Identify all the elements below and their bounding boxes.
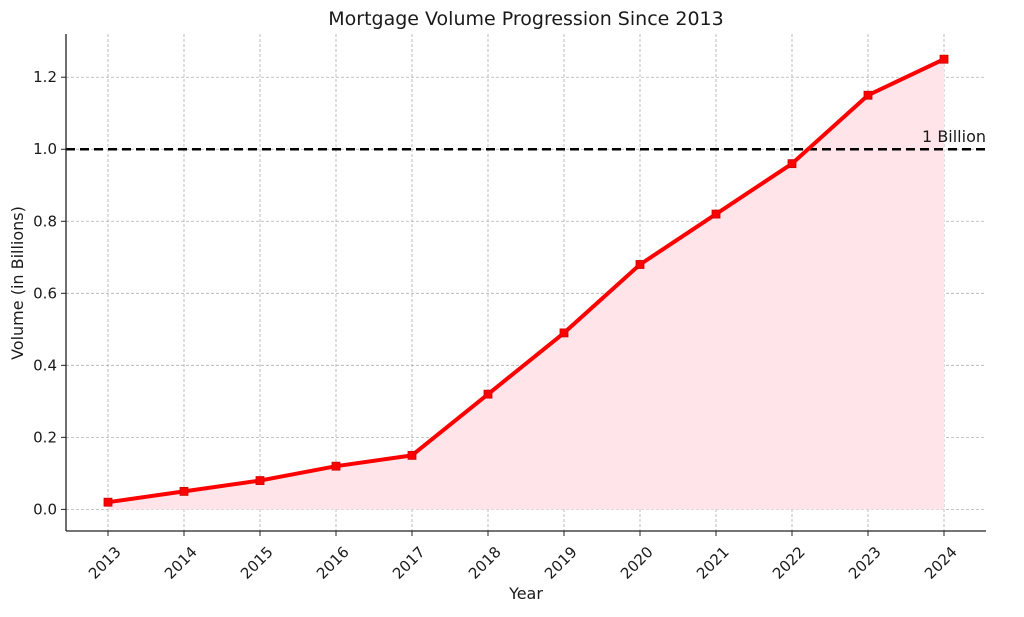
x-tick-labels: 2013 2014 2015 2016 2017 2018 2019 2020 2021 2022… [85,543,961,583]
y-tick-label: 0.8 [33,212,57,230]
x-axis-label: Year [508,584,543,603]
axes [61,34,986,536]
reference-line-label: 1 Billion [922,127,986,146]
x-tick-label: 2018 [465,543,505,583]
series-markers [103,54,949,507]
data-point-marker [787,159,797,169]
data-point-marker [331,461,341,471]
x-tick-label: 2020 [617,543,657,583]
x-tick-label: 2014 [161,543,201,583]
area-fill [108,59,944,510]
y-tick-label: 0.6 [33,284,57,302]
x-tick-label: 2013 [85,543,125,583]
chart-title: Mortgage Volume Progression Since 2013 [328,8,723,30]
x-tick-label: 2023 [845,543,885,583]
x-tick-label: 2019 [541,543,581,583]
data-point-marker [103,497,113,507]
y-tick-label: 0.4 [33,356,57,374]
y-tick-labels: 0.0 0.2 0.4 0.6 0.8 1.0 1.2 [33,68,57,518]
series-line [106,57,946,505]
y-tick-label: 1.0 [33,140,57,158]
data-point-marker [939,54,949,64]
data-point-marker [635,260,645,269]
x-tick-label: 2017 [389,543,429,583]
data-point-marker [179,486,189,496]
y-tick-label: 0.0 [33,500,57,518]
y-axis-label: Volume (in Billions) [8,206,27,360]
x-tick-label: 2021 [693,543,733,583]
data-point-marker [559,328,569,338]
x-tick-label: 2015 [237,543,277,583]
x-tick-label: 2024 [921,543,961,583]
x-tick-label: 2022 [769,543,809,583]
series-line-layer [106,57,946,505]
reference-line-layer: 1 Billion [66,127,986,151]
y-tick-label: 0.2 [33,428,57,446]
data-point-marker [863,90,873,100]
data-point-marker [255,476,265,485]
data-point-marker [711,209,721,219]
y-tick-label: 1.2 [33,68,57,86]
area-fill-layer [108,59,944,510]
data-point-marker [407,450,417,460]
data-point-marker [483,389,493,399]
x-tick-label: 2016 [313,543,353,583]
